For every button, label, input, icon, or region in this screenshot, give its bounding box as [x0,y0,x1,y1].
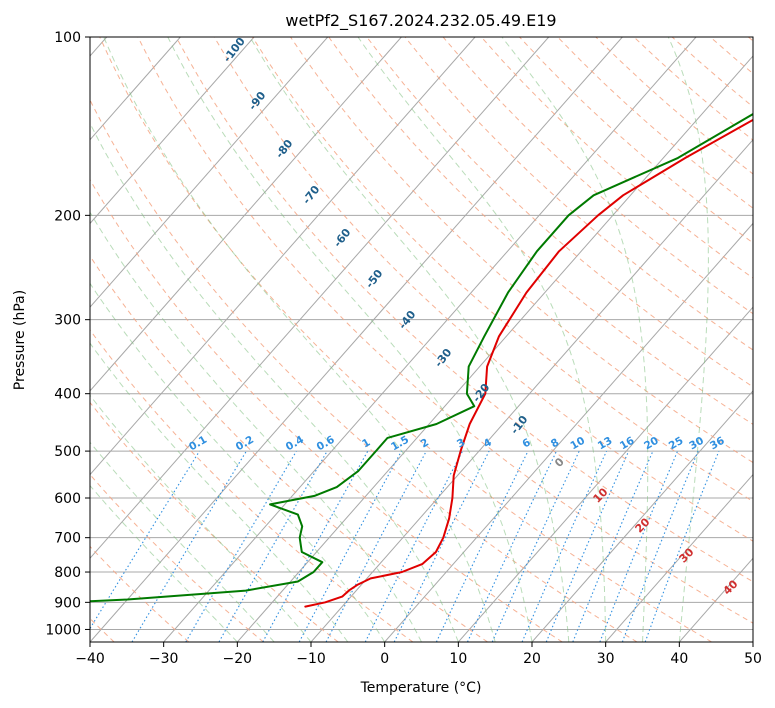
mixing-ratio-line [393,450,490,642]
isotherm [605,473,753,642]
mixing-ratio-line [364,450,463,642]
isotherm [90,37,329,308]
isotherm [457,306,753,642]
plot-area: -100-90-80-70-60-50-40-30-20-100.1 0.2 0.4… [90,37,753,642]
isotherm [90,37,476,476]
moist-adiabat [501,37,649,642]
mixing-ratio-line [621,450,699,642]
y-axis-label: Pressure (hPa) [12,290,28,390]
dry-adiabat [213,37,753,542]
isotherm [236,55,753,642]
moist-adiabat [90,122,459,642]
y-tick-label: 900 [54,595,81,611]
dry-adiabat [137,37,753,624]
moist-adiabat [667,37,709,642]
mixing-ratio-line [545,450,630,642]
isotherm [90,37,623,642]
moist-adiabat [167,37,533,642]
x-tick-label: −40 [75,651,105,667]
dry-adiabat [99,37,712,642]
moist-adiabat [90,394,312,642]
isotherm [90,37,181,141]
y-tick-label: 300 [54,313,81,329]
moist-adiabat [357,37,607,642]
mixing-ratio-line [572,450,654,642]
isotherm [310,138,753,642]
moist-adiabat [90,484,238,642]
mixing-ratio-line [644,450,720,642]
mixing-ratio-line [90,450,200,630]
dry-adiabat [90,255,488,642]
isotherm [531,390,753,642]
isotherm [90,37,550,560]
dry-adiabat [328,37,753,425]
x-tick-label: 40 [670,651,688,667]
y-tick-label: 700 [54,531,81,547]
moist-adiabat [90,342,349,642]
isotherm [163,37,697,642]
mixing-ratio-line [298,450,402,642]
x-axis-label: Temperature (°C) [360,680,482,696]
dewpoint-trace [90,112,753,603]
dry-adiabat [175,37,753,583]
plot-frame [89,36,754,643]
moist-adiabat [90,211,422,642]
mixing-ratio-line [521,450,608,642]
isotherm [384,222,753,642]
moist-adiabat [249,37,570,642]
mixing-ratio-line [218,450,328,642]
y-tick-label: 400 [54,387,81,403]
y-tick-label: 200 [54,208,81,224]
temperature-trace [304,118,753,608]
dry-adiabat [90,473,264,642]
x-tick-label: 20 [523,651,541,667]
mixing-ratio-line [262,450,369,642]
axis-ticks: −40 −30 −20 −10 0 10 20 30 40 50 100 200 300 400 500 60… [45,30,762,667]
chart-title: wetPf2_S167.2024.232.05.49.E19 [285,11,556,31]
moist-adiabat [90,282,386,642]
dry-adiabat [90,178,563,642]
mixing-ratio-line [599,450,679,642]
y-tick-label: 100 [54,30,81,46]
y-tick-label: 600 [54,491,81,507]
x-tick-label: −10 [296,651,326,667]
y-tick-label: 800 [54,565,81,581]
x-tick-label: 30 [597,651,615,667]
y-tick-label: 500 [54,444,81,460]
dry-adiabat [90,98,638,642]
x-tick-label: 50 [744,651,762,667]
dry-adiabat [404,37,753,351]
moist-adiabat [103,37,496,642]
x-tick-label: −20 [223,651,253,667]
dry-adiabat [90,401,339,642]
x-tick-label: 0 [380,651,389,667]
moist-adiabat [90,441,275,642]
isotherm [90,37,402,392]
isotherm [90,37,255,225]
y-tick-label: 1000 [45,622,81,638]
x-tick-label: 10 [449,651,467,667]
x-tick-label: −30 [149,651,179,667]
dry-adiabat [442,37,753,315]
